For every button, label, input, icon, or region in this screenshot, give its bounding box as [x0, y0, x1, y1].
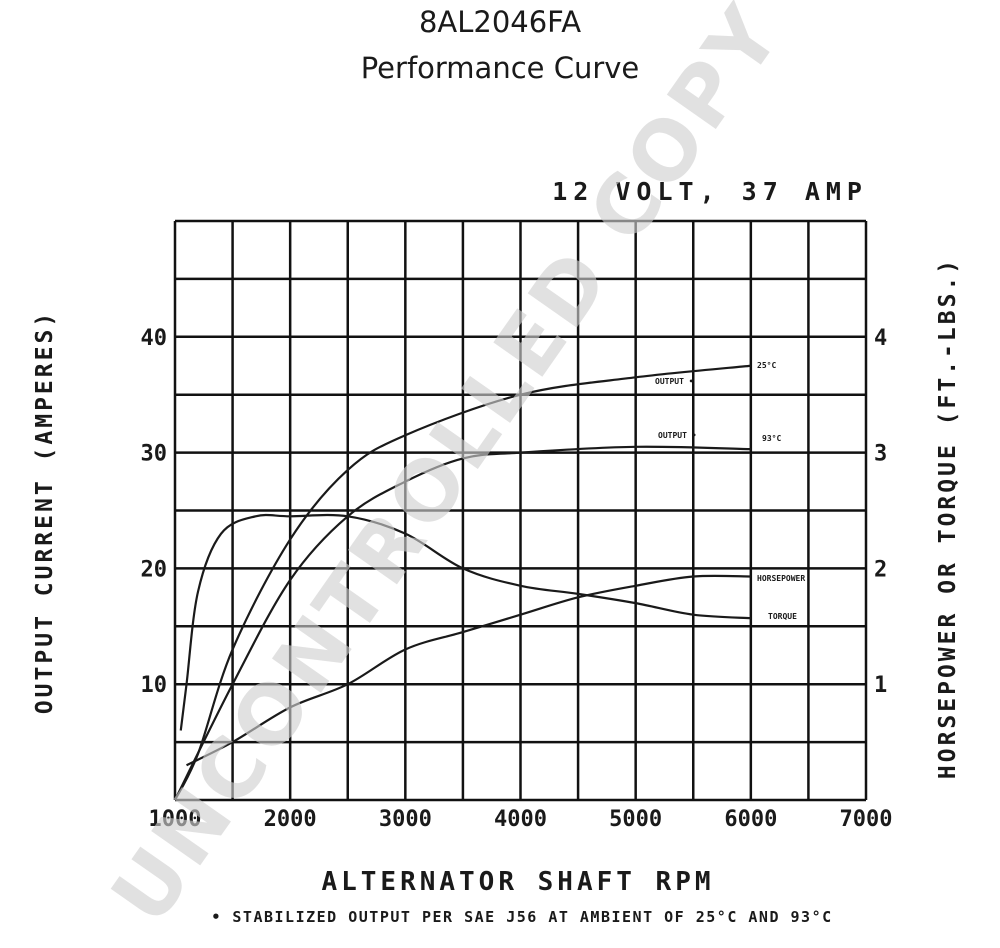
x-tick-label: 4000 — [494, 807, 547, 832]
temperature-label: 25°C — [757, 361, 776, 370]
torque-label: TORQUE — [768, 612, 797, 621]
output-25c-label: OUTPUT • — [655, 377, 694, 386]
footnote: • STABILIZED OUTPUT PER SAE J56 AT AMBIE… — [211, 908, 832, 926]
x-axis-label: ALTERNATOR SHAFT RPM — [321, 867, 714, 897]
horsepower-curve — [186, 574, 751, 767]
model-number: 8AL2046FA — [419, 5, 581, 39]
torque-curve — [179, 513, 751, 731]
x-tick-label: 1000 — [149, 807, 202, 832]
grid — [173, 219, 868, 802]
horsepower-label: HORSEPOWER — [757, 574, 805, 583]
output-93c-label: OUTPUT • — [658, 431, 697, 440]
y-left-tick-label: 20 — [141, 557, 168, 582]
y-left-tick-label: 10 — [141, 673, 168, 698]
y-right-tick-label: 3 — [874, 442, 887, 467]
x-tick-label: 3000 — [379, 807, 432, 832]
output-25c-curve — [174, 364, 751, 801]
x-tick-label: 6000 — [724, 807, 777, 832]
x-tick-label: 7000 — [840, 807, 893, 832]
y-right-tick-label: 2 — [874, 557, 887, 582]
chart-title: Performance Curve — [361, 51, 640, 85]
curves: OUTPUT • 25°C OUTPUT • 93°C HORSEPOWER TORQUE — [174, 361, 805, 801]
y-left-tick-label: 40 — [141, 326, 168, 351]
chart-subtitle: 12 VOLT, 37 AMP — [552, 177, 868, 206]
y-right-tick-label: 1 — [874, 673, 887, 698]
x-tick-label: 5000 — [609, 807, 662, 832]
y-axis-left-label: OUTPUT CURRENT (AMPERES) — [32, 310, 58, 714]
y-right-tick-label: 4 — [874, 326, 887, 351]
y-left-tick-label: 30 — [141, 442, 168, 467]
x-tick-label: 2000 — [264, 807, 317, 832]
y-axis-right-label: HORSEPOWER OR TORQUE (FT.-LBS.) — [935, 257, 961, 779]
output-93c-curve — [174, 445, 751, 801]
temperature-label: 93°C — [762, 434, 781, 443]
tick-labels: 1000 2000 3000 4000 5000 6000 7000 10 20 30 40 1 2 3 4 — [141, 326, 893, 832]
